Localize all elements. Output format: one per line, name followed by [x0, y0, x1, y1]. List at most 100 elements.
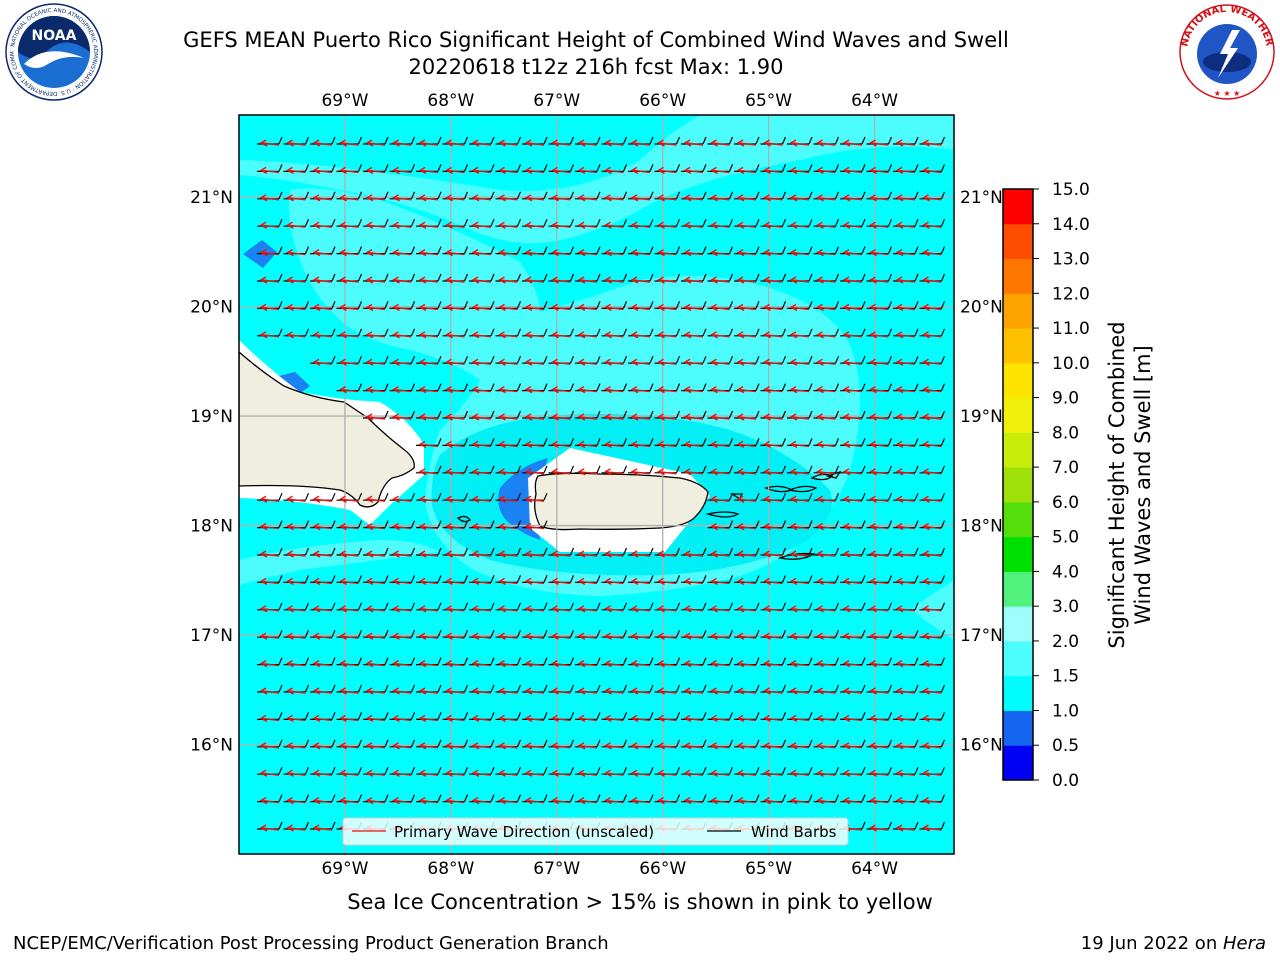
wave-arrow [365, 413, 386, 421]
wave-arrow [816, 632, 836, 640]
wave-arrow [789, 331, 810, 339]
wave-arrow [922, 522, 942, 531]
wave-arrow [498, 248, 518, 257]
credit-date-host: 19 Jun 2022 on Hera [1081, 933, 1266, 954]
wave-arrow [630, 796, 651, 805]
wave-arrow [339, 577, 359, 586]
wave-arrow [339, 769, 359, 777]
wave-arrow [577, 358, 598, 366]
colorbar-swatch [1003, 328, 1033, 364]
colorbar-tick-label: 14.0 [1052, 215, 1090, 235]
wave-arrow [657, 796, 677, 805]
wave-arrow [339, 495, 359, 503]
wave-arrow [445, 796, 465, 805]
wave-arrow [789, 358, 810, 366]
colorbar-swatch [1003, 536, 1033, 572]
wave-arrow [922, 440, 942, 449]
wave-arrow [816, 796, 836, 805]
wave-arrow [259, 632, 280, 640]
wave-arrow [286, 221, 306, 229]
wave-arrow [577, 742, 598, 750]
wave-arrow [736, 385, 757, 394]
wave-arrow [392, 577, 412, 586]
wave-arrow [524, 632, 545, 640]
wave-arrow [604, 276, 624, 284]
wave-arrow [551, 303, 571, 312]
wave-arrow [418, 248, 439, 257]
wave-arrow [630, 194, 651, 202]
wave-arrow [763, 577, 783, 586]
wave-arrow [524, 303, 545, 312]
wave-arrow [657, 605, 677, 613]
wave-arrow [630, 331, 651, 339]
wave-arrow [365, 769, 386, 777]
colorbar-tick-label: 0.5 [1052, 736, 1079, 756]
y-tick-label-left: 20°N [190, 298, 233, 318]
wave-arrow [683, 769, 704, 777]
wave-arrow [869, 139, 889, 147]
colorbar-tick-label: 3.0 [1052, 597, 1079, 617]
wave-arrow [577, 139, 598, 147]
wave-arrow [392, 166, 412, 175]
wave-arrow [736, 495, 757, 503]
wave-arrow [312, 194, 333, 202]
wave-arrow [710, 303, 730, 312]
wave-arrow [365, 495, 386, 503]
wave-arrow [789, 248, 810, 257]
wave-arrow [710, 577, 730, 586]
colorbar-swatch [1003, 258, 1033, 294]
wave-arrow [895, 248, 916, 257]
wave-arrow [816, 522, 836, 531]
wave-arrow [816, 276, 836, 284]
wave-arrow [630, 577, 651, 586]
wave-arrow [418, 632, 439, 640]
wave-arrow [895, 358, 916, 366]
wave-arrow [471, 331, 492, 339]
wave-arrow [604, 769, 624, 777]
wave-arrow [710, 276, 730, 284]
swell-light-north [239, 115, 954, 244]
wave-arrow [895, 468, 916, 476]
wave-arrow [365, 248, 386, 257]
wave-arrow [789, 276, 810, 284]
wave-arrow [551, 276, 571, 284]
legend-wave-label: Primary Wave Direction (unscaled) [394, 823, 654, 841]
wave-arrow [710, 413, 730, 421]
colorbar-tick-label: 4.0 [1052, 562, 1079, 582]
wave-arrow [392, 714, 412, 723]
wave-arrow [869, 824, 889, 832]
wave-arrow [365, 632, 386, 640]
wave-arrow [471, 221, 492, 229]
wave-arrow [604, 194, 624, 202]
wave-arrow [551, 166, 571, 175]
wave-arrow [418, 495, 439, 503]
wave-arrow [816, 440, 836, 449]
wave-arrow [418, 714, 439, 723]
colorbar-tick-label: 5.0 [1052, 528, 1079, 548]
wave-arrow [524, 605, 545, 613]
wave-arrow [842, 440, 863, 449]
x-axis-bottom-ticks: 69°W 68°W 67°W 66°W 65°W 64°W [321, 859, 898, 879]
swell-light-southwest [239, 540, 440, 585]
wave-arrow [418, 742, 439, 750]
wave-arrow [763, 522, 783, 531]
wave-arrow [577, 248, 598, 257]
wave-arrow [259, 577, 280, 586]
wave-arrow [312, 824, 333, 832]
wave-arrow [498, 468, 518, 476]
wave-arrow [710, 714, 730, 723]
wave-arrow [922, 358, 942, 366]
wave-arrow [524, 522, 545, 531]
wave-arrow [286, 550, 306, 558]
wave-arrow [339, 194, 359, 202]
wave-arrow [789, 796, 810, 805]
wave-arrow [842, 742, 863, 750]
wave-arrow [259, 714, 280, 723]
wave-arrow [471, 769, 492, 777]
wave-arrow [736, 522, 757, 531]
wave-arrow [498, 495, 518, 503]
wave-arrow [869, 550, 889, 558]
wave-arrow [577, 605, 598, 613]
wave-arrow [286, 194, 306, 202]
